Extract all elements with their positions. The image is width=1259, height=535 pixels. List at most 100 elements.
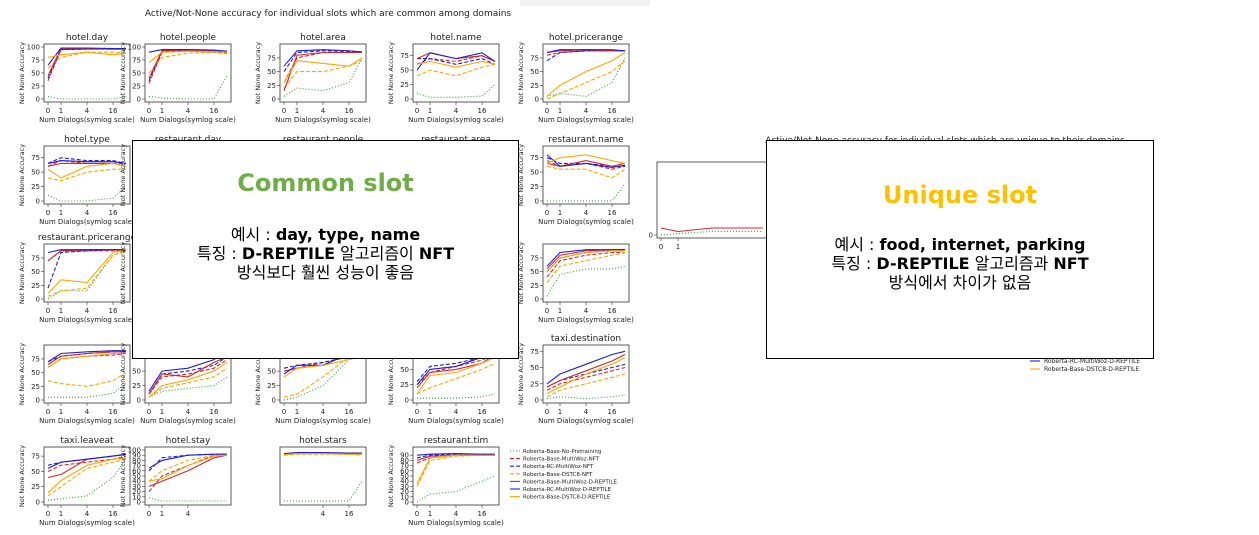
series-line (416, 60, 496, 68)
series-line (283, 354, 363, 398)
y-tick-label: 70 (400, 462, 409, 470)
unique-slot-feature-line2: 방식에서 차이가 없음 (888, 273, 1032, 292)
subplot-title: hotel.name (430, 33, 482, 43)
series-line (416, 84, 496, 98)
series-line (148, 356, 228, 395)
x-tick-label: 1 (428, 408, 432, 416)
y-tick-label: 30 (400, 483, 409, 491)
series-line (47, 372, 127, 387)
x-tick-label: 16 (608, 307, 617, 315)
y-axis-label: Not None Accuracy (387, 445, 395, 507)
series-line (546, 250, 625, 272)
y-tick-label: 25 (132, 382, 141, 390)
common-slot-feature-line2: 방식보다 훨씬 성능이 좋음 (236, 263, 415, 282)
subplot-title: restaurant.tim (424, 436, 489, 446)
series-line (546, 249, 625, 267)
y-tick-label: 100 (27, 44, 40, 52)
subplot-title: taxi.destination (551, 334, 621, 344)
x-tick-label: 16 (608, 209, 617, 217)
x-tick-label: 1 (59, 209, 63, 217)
y-axis-label: Not None Accuracy (119, 42, 127, 104)
series-line (546, 357, 626, 394)
x-axis-label: Num Dialogs(symlog scale) (538, 116, 634, 124)
x-axis-label: Num Dialogs(symlog scale) (538, 316, 634, 324)
y-tick-label: 0 (36, 499, 40, 507)
series-line (47, 457, 127, 494)
legend-entry: Roberta-Base-DSTC8-D-REPTILE (523, 495, 611, 501)
series-line (148, 356, 228, 395)
common-slot-example-line: 예시 : day, type, name (133, 225, 518, 244)
y-tick-label: 10 (132, 493, 141, 501)
series-line (47, 95, 127, 100)
y-tick-label: 0 (405, 397, 409, 405)
x-tick-label: 16 (608, 107, 617, 115)
series-line (416, 454, 495, 485)
y-tick-label: 100 (128, 447, 141, 455)
series-line (283, 51, 362, 83)
x-tick-label: 16 (608, 408, 617, 416)
series-line (546, 60, 626, 100)
series-line (546, 366, 626, 391)
series-line (283, 57, 363, 97)
x-tick-label: 0 (282, 408, 286, 416)
x-tick-label: 16 (210, 408, 219, 416)
y-tick-label: 50 (31, 268, 40, 276)
series-line (148, 454, 228, 482)
series-line (148, 50, 228, 64)
series-line (416, 351, 496, 382)
series-line (47, 458, 127, 501)
y-tick-label: 75 (267, 54, 276, 62)
x-tick-label: 0 (415, 408, 419, 416)
legend-right: Roberta-RC-MultiWoz-D-REPTILERoberta-Bas… (1030, 358, 1140, 373)
x-tick-label: 4 (186, 107, 191, 115)
series-line (416, 362, 496, 395)
x-tick-label: 4 (584, 107, 589, 115)
y-tick-label: 50 (400, 366, 409, 374)
series-line (546, 160, 626, 167)
y-tick-label: 30 (132, 483, 141, 491)
y-tick-label: 0 (649, 232, 653, 240)
x-tick-label: 0 (46, 209, 50, 217)
series-line (148, 453, 228, 492)
subplot-title: taxi.leaveat (60, 436, 114, 446)
y-tick-label: 25 (132, 83, 141, 91)
legend-entry: Roberta-Base-No-Pretraining (523, 449, 601, 455)
x-tick-label: 4 (584, 209, 589, 217)
x-tick-label: 4 (85, 107, 90, 115)
legend-entry: Roberta-Base-MultiWoz-NFT (523, 457, 600, 463)
x-tick-label: 1 (295, 107, 299, 115)
series-line (284, 480, 363, 502)
y-axis-label: Not None Accuracy (387, 343, 395, 405)
y-tick-label: 0 (36, 397, 40, 405)
unique-slot-title: Unique slot (882, 181, 1038, 209)
x-tick-label: 1 (160, 510, 164, 518)
unique-slot-feature-line: 특징 : D-REPTILE 알고리즘과 NFT (767, 254, 1153, 273)
y-tick-label: 50 (31, 369, 40, 377)
x-tick-label: 0 (545, 307, 549, 315)
x-tick-label: 0 (545, 107, 549, 115)
y-tick-label: 0 (535, 296, 539, 304)
series-line (47, 48, 126, 82)
series-line (148, 361, 228, 398)
y-axis-label: Not None Accuracy (119, 445, 127, 507)
series-line (416, 52, 496, 71)
y-tick-label: 75 (31, 254, 40, 262)
unique-slot-example-line: 예시 : food, internet, parking (767, 235, 1153, 254)
series-line (546, 350, 626, 385)
series-line (546, 394, 626, 400)
series-line (148, 453, 227, 469)
series-line (47, 162, 127, 179)
series-line (47, 458, 127, 497)
y-tick-label: 60 (400, 467, 409, 475)
x-axis-label: Num Dialogs(symlog scale) (538, 218, 634, 226)
series-line (148, 49, 228, 79)
